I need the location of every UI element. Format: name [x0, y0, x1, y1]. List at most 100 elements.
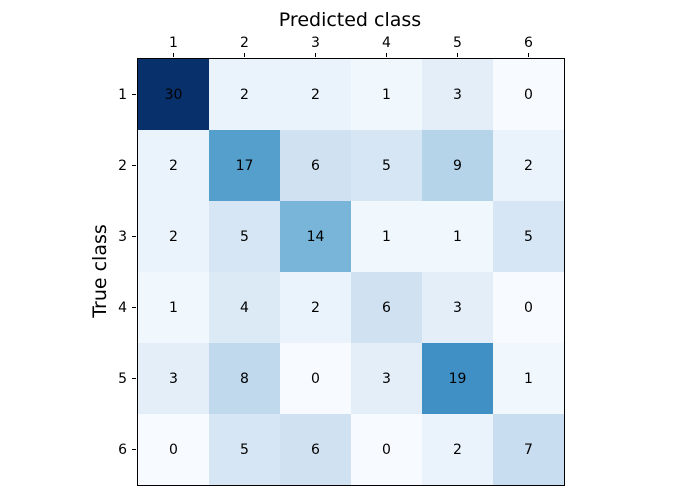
- cell-value: 0: [524, 299, 533, 316]
- x-tick-mark-4: [386, 53, 387, 57]
- cell-value: 1: [524, 370, 533, 387]
- heatmap-cell-r5-c2: 8: [209, 343, 280, 414]
- x-tick-mark-1: [173, 53, 174, 57]
- heatmap-cell-r1-c1: 30: [138, 59, 209, 130]
- heatmap-cell-r6-c6: 7: [493, 414, 564, 485]
- heatmap-grid: 30 2 2 1 3 0 2 17 6 5 9 2 2 5 14 1 1 5 1 4 2 6 3 0 3 8 0 3 19 1 0 5 6 0 2 7: [138, 59, 564, 485]
- heatmap-cell-r2-c4: 5: [351, 130, 422, 201]
- cell-value: 1: [382, 228, 391, 245]
- cell-value: 19: [448, 370, 467, 387]
- cell-value: 3: [453, 299, 462, 316]
- x-tick-label-1: 1: [169, 35, 178, 51]
- heatmap-cell-r6-c2: 5: [209, 414, 280, 485]
- cell-value: 9: [453, 157, 462, 174]
- heatmap-cell-r6-c3: 6: [280, 414, 351, 485]
- cell-value: 6: [311, 157, 320, 174]
- x-axis-label: Predicted class: [278, 9, 422, 31]
- heatmap-cell-r5-c5: 19: [422, 343, 493, 414]
- heatmap-cell-r4-c6: 0: [493, 272, 564, 343]
- y-tick-label-6: 6: [118, 441, 127, 458]
- cell-value: 0: [169, 441, 178, 458]
- y-tick-mark-6: [132, 449, 136, 450]
- heatmap-cell-r4-c3: 2: [280, 272, 351, 343]
- cell-value: 2: [311, 86, 320, 103]
- cell-value: 2: [453, 441, 462, 458]
- heatmap-cell-r2-c1: 2: [138, 130, 209, 201]
- heatmap-cell-r5-c4: 3: [351, 343, 422, 414]
- cell-value: 0: [382, 441, 391, 458]
- heatmap-cell-r1-c3: 2: [280, 59, 351, 130]
- x-tick-mark-3: [315, 53, 316, 57]
- y-tick-label-2: 2: [118, 157, 127, 174]
- cell-value: 30: [164, 86, 183, 103]
- cell-value: 5: [240, 441, 249, 458]
- heatmap-cell-r6-c1: 0: [138, 414, 209, 485]
- heatmap-cell-r4-c2: 4: [209, 272, 280, 343]
- cell-value: 3: [382, 370, 391, 387]
- y-tick-label-3: 3: [118, 228, 127, 245]
- heatmap-cell-r2-c5: 9: [422, 130, 493, 201]
- x-tick-label-2: 2: [240, 35, 249, 51]
- heatmap-cell-r2-c6: 2: [493, 130, 564, 201]
- y-tick-label-5: 5: [118, 370, 127, 387]
- heatmap-cell-r5-c6: 1: [493, 343, 564, 414]
- cell-value: 3: [453, 86, 462, 103]
- heatmap-cell-r1-c2: 2: [209, 59, 280, 130]
- cell-value: 2: [169, 228, 178, 245]
- x-tick-label-4: 4: [382, 35, 391, 51]
- y-tick-mark-2: [132, 165, 136, 166]
- heatmap-plot-area: 30 2 2 1 3 0 2 17 6 5 9 2 2 5 14 1 1 5 1 4 2 6 3 0 3 8 0 3 19 1 0 5 6 0 2 7…: [118, 35, 565, 486]
- heatmap-cell-r4-c5: 3: [422, 272, 493, 343]
- heatmap-cell-r3-c3: 14: [280, 201, 351, 272]
- x-tick-mark-2: [244, 53, 245, 57]
- heatmap-cell-r3-c2: 5: [209, 201, 280, 272]
- y-tick-mark-3: [132, 236, 136, 237]
- heatmap-cell-r3-c5: 1: [422, 201, 493, 272]
- y-tick-mark-1: [132, 94, 136, 95]
- cell-value: 2: [169, 157, 178, 174]
- heatmap-cell-r4-c1: 1: [138, 272, 209, 343]
- x-tick-mark-5: [457, 53, 458, 57]
- heatmap-cell-r5-c3: 0: [280, 343, 351, 414]
- cell-value: 6: [311, 441, 320, 458]
- cell-value: 14: [306, 228, 325, 245]
- cell-value: 5: [524, 228, 533, 245]
- cell-value: 7: [524, 441, 533, 458]
- heatmap-cell-r6-c4: 0: [351, 414, 422, 485]
- cell-value: 1: [382, 86, 391, 103]
- cell-value: 8: [240, 370, 249, 387]
- cell-value: 5: [382, 157, 391, 174]
- cell-value: 4: [240, 299, 249, 316]
- y-axis-label: True class: [89, 224, 111, 318]
- heatmap-cell-r3-c4: 1: [351, 201, 422, 272]
- cell-value: 1: [169, 299, 178, 316]
- heatmap-cell-r2-c3: 6: [280, 130, 351, 201]
- x-tick-label-3: 3: [311, 35, 320, 51]
- cell-value: 0: [311, 370, 320, 387]
- heatmap-cell-r1-c4: 1: [351, 59, 422, 130]
- cell-value: 17: [235, 157, 254, 174]
- heatmap-cell-r1-c5: 3: [422, 59, 493, 130]
- heatmap-cell-r5-c1: 3: [138, 343, 209, 414]
- cell-value: 5: [240, 228, 249, 245]
- heatmap-cell-r3-c6: 5: [493, 201, 564, 272]
- cell-value: 0: [524, 86, 533, 103]
- y-tick-mark-4: [132, 307, 136, 308]
- cell-value: 2: [524, 157, 533, 174]
- cell-value: 1: [453, 228, 462, 245]
- x-tick-label-5: 5: [453, 35, 462, 51]
- heatmap-cell-r3-c1: 2: [138, 201, 209, 272]
- y-tick-mark-5: [132, 378, 136, 379]
- cell-value: 2: [311, 299, 320, 316]
- cell-value: 3: [169, 370, 178, 387]
- heatmap-cell-r6-c5: 2: [422, 414, 493, 485]
- y-tick-label-1: 1: [118, 86, 127, 103]
- heatmap-cell-r1-c6: 0: [493, 59, 564, 130]
- x-tick-mark-6: [528, 53, 529, 57]
- x-tick-label-6: 6: [524, 35, 533, 51]
- heatmap-cell-r2-c2: 17: [209, 130, 280, 201]
- heatmap-cell-r4-c4: 6: [351, 272, 422, 343]
- cell-value: 6: [382, 299, 391, 316]
- y-tick-label-4: 4: [118, 299, 127, 316]
